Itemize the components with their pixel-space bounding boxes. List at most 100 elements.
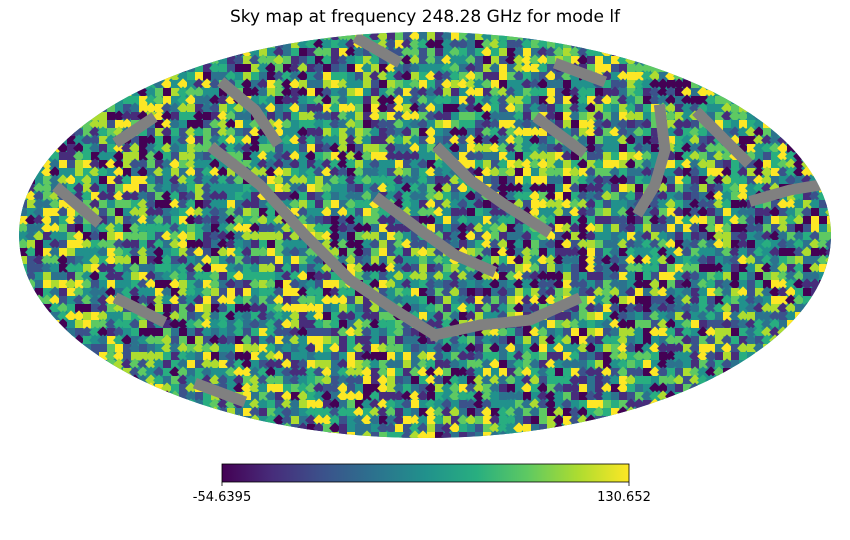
map-pixel (667, 120, 676, 129)
map-pixel (235, 112, 244, 121)
map-pixel (491, 48, 500, 57)
map-pixel (529, 182, 541, 195)
map-pixel (675, 160, 684, 169)
map-pixel (641, 238, 653, 251)
map-pixel (129, 206, 141, 219)
map-pixel (345, 134, 357, 147)
map-pixel (595, 224, 604, 233)
map-pixel (667, 232, 676, 241)
map-pixel (393, 150, 405, 163)
map-pixel (465, 222, 477, 235)
map-pixel (179, 192, 188, 201)
map-pixel (307, 104, 316, 113)
map-pixel (435, 80, 444, 89)
map-pixel (465, 54, 477, 67)
map-pixel (451, 432, 460, 438)
map-pixel (219, 64, 228, 73)
map-pixel (595, 312, 604, 321)
map-pixel (273, 166, 285, 179)
map-pixel (443, 192, 452, 201)
map-pixel (513, 118, 525, 131)
map-pixel (689, 166, 701, 179)
map-pixel (171, 136, 180, 145)
map-pixel (107, 144, 116, 153)
map-pixel (179, 216, 188, 225)
map-pixel (595, 232, 604, 241)
map-pixel (763, 216, 772, 225)
map-pixel (217, 134, 229, 147)
map-pixel (355, 64, 364, 73)
map-pixel (185, 198, 197, 211)
map-pixel (795, 312, 804, 321)
map-pixel (761, 238, 773, 251)
map-pixel (507, 72, 516, 81)
map-pixel (291, 408, 300, 417)
map-pixel (579, 40, 588, 49)
map-pixel (459, 48, 468, 57)
map-pixel (721, 150, 733, 163)
map-pixel (699, 296, 708, 305)
map-pixel (689, 182, 701, 195)
map-pixel (505, 54, 517, 67)
map-pixel (107, 152, 116, 161)
map-pixel (409, 110, 421, 123)
map-pixel (651, 152, 660, 161)
map-pixel (499, 32, 508, 41)
map-pixel (233, 214, 245, 227)
map-pixel (425, 54, 437, 67)
map-pixel (411, 400, 420, 409)
map-pixel (651, 64, 660, 73)
map-pixel (273, 174, 285, 187)
map-pixel (667, 136, 676, 145)
map-pixel (609, 238, 621, 251)
map-pixel (59, 248, 68, 257)
map-pixel (339, 232, 348, 241)
map-pixel (363, 72, 372, 81)
map-pixel (803, 240, 812, 249)
map-pixel (817, 246, 829, 259)
map-pixel (507, 32, 516, 41)
map-pixel (611, 64, 620, 73)
map-pixel (539, 88, 548, 97)
map-pixel (609, 166, 621, 179)
map-pixel (505, 142, 517, 155)
map-pixel (563, 248, 572, 257)
map-pixel (419, 296, 428, 305)
map-pixel (257, 134, 269, 147)
map-pixel (369, 182, 381, 195)
map-pixel (529, 158, 541, 171)
map-pixel (305, 214, 317, 227)
map-pixel (603, 176, 612, 185)
map-pixel (355, 120, 364, 129)
map-pixel (179, 328, 188, 337)
map-pixel (59, 200, 68, 209)
map-pixel (323, 72, 332, 81)
map-pixel (681, 118, 693, 131)
map-pixel (371, 144, 380, 153)
map-pixel (155, 104, 164, 113)
map-pixel (51, 216, 60, 225)
map-pixel (99, 144, 108, 153)
map-pixel (363, 216, 372, 225)
map-pixel (507, 296, 516, 305)
map-pixel (467, 40, 476, 49)
map-pixel (249, 230, 261, 243)
map-pixel (131, 176, 140, 185)
map-pixel (691, 232, 700, 241)
map-pixel (699, 216, 708, 225)
map-pixel (227, 184, 236, 193)
map-pixel (139, 240, 148, 249)
map-pixel (481, 230, 493, 243)
map-pixel (699, 224, 708, 233)
map-pixel (353, 166, 365, 179)
map-pixel (369, 158, 381, 171)
map-pixel (699, 96, 708, 105)
map-pixel (153, 222, 165, 235)
map-pixel (177, 398, 189, 411)
map-pixel (577, 158, 589, 171)
map-pixel (553, 46, 565, 59)
map-pixel (521, 78, 533, 91)
map-pixel (633, 142, 645, 155)
map-pixel (691, 176, 700, 185)
map-pixel (771, 176, 780, 185)
